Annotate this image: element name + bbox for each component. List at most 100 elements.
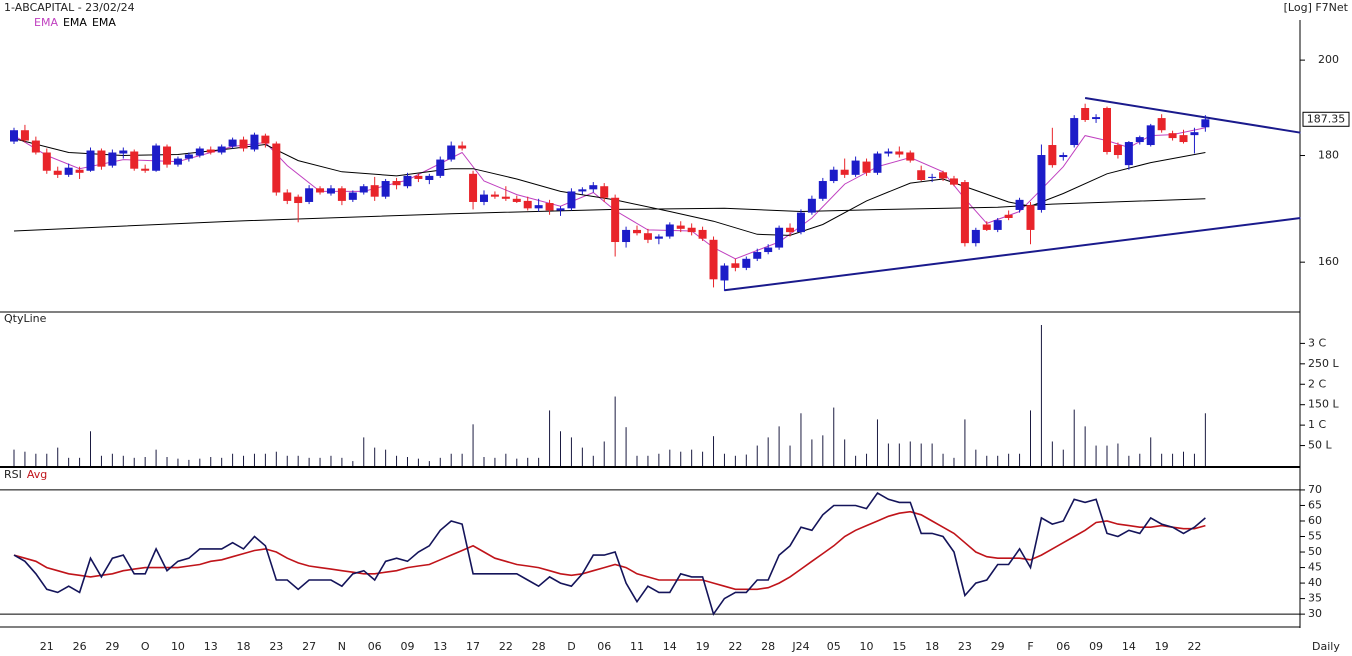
candle-body xyxy=(469,173,478,202)
candle-body xyxy=(501,196,510,199)
candle-body xyxy=(1059,155,1068,158)
x-tick-label: O xyxy=(141,640,150,653)
candle-body xyxy=(86,150,95,171)
x-tick-label: 14 xyxy=(1122,640,1136,653)
candle-body xyxy=(10,130,18,142)
candle-body xyxy=(512,198,521,202)
candle-body xyxy=(654,236,663,239)
frequency-label: Daily xyxy=(1312,640,1340,653)
legend-entry: EMA xyxy=(92,16,116,29)
candle-body xyxy=(665,224,674,237)
candle-body xyxy=(239,139,248,149)
scale-note: [Log] F7Net xyxy=(1284,1,1349,14)
candle-body xyxy=(119,150,128,154)
candle-body xyxy=(567,191,576,209)
trendline xyxy=(724,217,1301,292)
candle-body xyxy=(731,263,740,268)
candle-body xyxy=(1004,214,1013,218)
candle-body xyxy=(184,154,193,159)
y-tick-label: 35 xyxy=(1308,592,1322,605)
candle-body xyxy=(1092,117,1101,120)
candle-body xyxy=(64,167,73,175)
legend-entry: EMA xyxy=(63,16,87,29)
candle-body xyxy=(75,169,84,173)
panel-label: QtyLine xyxy=(4,312,47,325)
x-tick-label: 22 xyxy=(728,640,742,653)
candle-body xyxy=(1168,133,1177,139)
x-tick-label: 17 xyxy=(466,640,480,653)
x-tick-label: J24 xyxy=(791,640,809,653)
candle-body xyxy=(206,149,215,153)
candle-body xyxy=(873,153,882,173)
chart-title: 1-ABCAPITAL - 23/02/24 xyxy=(4,1,135,14)
candle-body xyxy=(720,265,729,281)
candle-body xyxy=(556,208,565,211)
y-tick-label: 40 xyxy=(1308,576,1322,589)
candle-body xyxy=(1103,107,1111,153)
y-tick-label: 65 xyxy=(1308,498,1322,511)
candle-body xyxy=(1070,118,1079,146)
candle-body xyxy=(578,189,587,192)
candle-body xyxy=(370,185,379,197)
y-tick-label: 60 xyxy=(1308,514,1322,527)
candle-body xyxy=(523,200,532,209)
candle-body xyxy=(917,170,926,180)
candle-body xyxy=(42,152,51,171)
x-tick-label: 18 xyxy=(237,640,251,653)
candle-body xyxy=(305,188,314,202)
candle-body xyxy=(261,135,270,144)
candle-body xyxy=(163,146,172,165)
y-tick-label: 70 xyxy=(1308,483,1322,496)
y-tick-label: 45 xyxy=(1308,561,1322,574)
candle-body xyxy=(1190,132,1199,136)
candle-body xyxy=(283,192,292,201)
candle-body xyxy=(479,194,488,202)
candle-body xyxy=(884,151,893,154)
candle-body xyxy=(447,145,456,160)
candle-body xyxy=(982,224,991,230)
x-tick-label: 09 xyxy=(400,640,414,653)
candle-body xyxy=(97,150,106,167)
candle-body xyxy=(753,252,762,259)
candle-body xyxy=(1124,142,1133,166)
candle-body xyxy=(939,172,948,179)
candle-body xyxy=(403,175,412,187)
x-tick-label: 26 xyxy=(73,640,87,653)
candle-body xyxy=(818,181,827,199)
last-price-label: 187.35 xyxy=(1307,112,1346,125)
y-tick-label: 150 L xyxy=(1308,398,1339,411)
candle-body xyxy=(709,239,718,280)
candle-body xyxy=(1201,119,1210,128)
candle-body xyxy=(348,192,357,200)
y-tick-label: 50 xyxy=(1308,545,1322,558)
candle-body xyxy=(633,229,642,234)
y-tick-label: 250 L xyxy=(1308,357,1339,370)
candle-body xyxy=(1015,199,1024,210)
candle-body xyxy=(458,145,467,149)
candle-body xyxy=(326,188,335,194)
candle-body xyxy=(1179,135,1188,143)
candle-body xyxy=(687,227,696,233)
x-tick-label: 23 xyxy=(269,640,283,653)
ema-line xyxy=(13,127,1206,260)
candle-body xyxy=(1037,155,1046,210)
candle-body xyxy=(141,168,150,171)
candle-body xyxy=(960,182,969,244)
candle-body xyxy=(195,148,204,156)
candle-body xyxy=(971,229,980,244)
candle-body xyxy=(337,188,346,201)
y-tick-label: 3 C xyxy=(1308,336,1326,349)
candle-body xyxy=(217,146,226,153)
candle-body xyxy=(1081,107,1090,121)
x-tick-label: 28 xyxy=(532,640,546,653)
x-tick-label: 11 xyxy=(630,640,644,653)
candle-body xyxy=(796,212,805,233)
candle-body xyxy=(1026,205,1035,230)
candle-body xyxy=(316,188,325,193)
candle-body xyxy=(840,169,849,175)
candle-body xyxy=(611,197,620,243)
x-tick-label: 05 xyxy=(827,640,841,653)
candle-body xyxy=(53,170,62,175)
x-tick-label: 19 xyxy=(1155,640,1169,653)
